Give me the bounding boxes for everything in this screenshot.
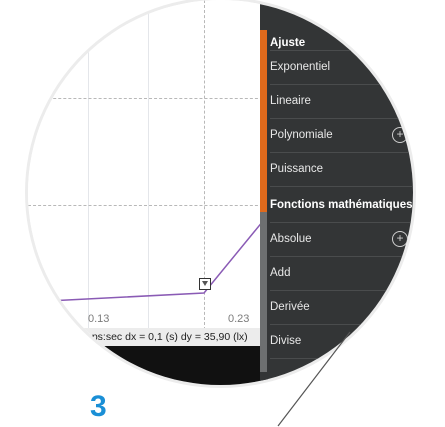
analysis-menu: Ajuste Exponentiel Lineaire Polynomiale +… <box>260 0 413 385</box>
menu-item-label: Add <box>270 267 291 279</box>
add-icon[interactable]: + <box>392 231 408 247</box>
menu-item-divise[interactable]: Divise <box>270 324 413 359</box>
cursor-horizontal-line <box>28 98 268 99</box>
graph-area[interactable]: 0.13 0.23 Temps:sec dx = 0,1 (s) dy = 35… <box>28 0 268 385</box>
callout-pointer-line <box>277 331 351 427</box>
step-number: 3 <box>90 390 107 423</box>
menu-header-fonctions: Fonctions mathématiques <box>270 188 413 223</box>
menu-item-lineaire[interactable]: Lineaire <box>270 84 413 119</box>
cursor-marker[interactable] <box>199 278 211 290</box>
scroll-strip <box>260 212 267 372</box>
add-icon[interactable]: + <box>392 127 408 143</box>
menu-item-puissance[interactable]: Puissance <box>270 152 413 187</box>
menu-item-absolue[interactable]: Absolue + <box>270 222 413 257</box>
menu-item-label: Lineaire <box>270 95 311 107</box>
bottom-bar <box>28 346 268 385</box>
menu-item-add[interactable]: Add <box>270 256 413 291</box>
cursor-readout: Temps:sec dx = 0,1 (s) dy = 35,90 (lx) <box>28 328 268 346</box>
cursor-horizontal-line <box>28 205 268 206</box>
menu-item-exponentiel[interactable]: Exponentiel <box>270 50 413 85</box>
menu-item-label: Puissance <box>270 163 324 175</box>
menu-header-ajuste: Ajuste <box>270 36 413 51</box>
menu-item-label: Polynomiale <box>270 129 333 141</box>
cursor-vertical-line <box>204 0 205 330</box>
selection-accent-bar <box>260 30 267 212</box>
grid-line <box>148 0 149 330</box>
x-tick-label: 0.23 <box>228 313 250 325</box>
data-curve <box>28 214 268 303</box>
menu-item-label: Derivée <box>270 301 310 313</box>
grid-line <box>88 0 89 330</box>
menu-item-label: Exponentiel <box>270 61 331 73</box>
menu-item-polynomiale[interactable]: Polynomiale + <box>270 118 413 153</box>
menu-item-derivee[interactable]: Derivée <box>270 290 413 325</box>
x-tick-label: 0.13 <box>88 313 110 325</box>
magnifier-lens: 0.13 0.23 Temps:sec dx = 0,1 (s) dy = 35… <box>28 0 413 385</box>
menu-item-label: Absolue <box>270 233 312 245</box>
menu-item-label: Divise <box>270 335 302 347</box>
